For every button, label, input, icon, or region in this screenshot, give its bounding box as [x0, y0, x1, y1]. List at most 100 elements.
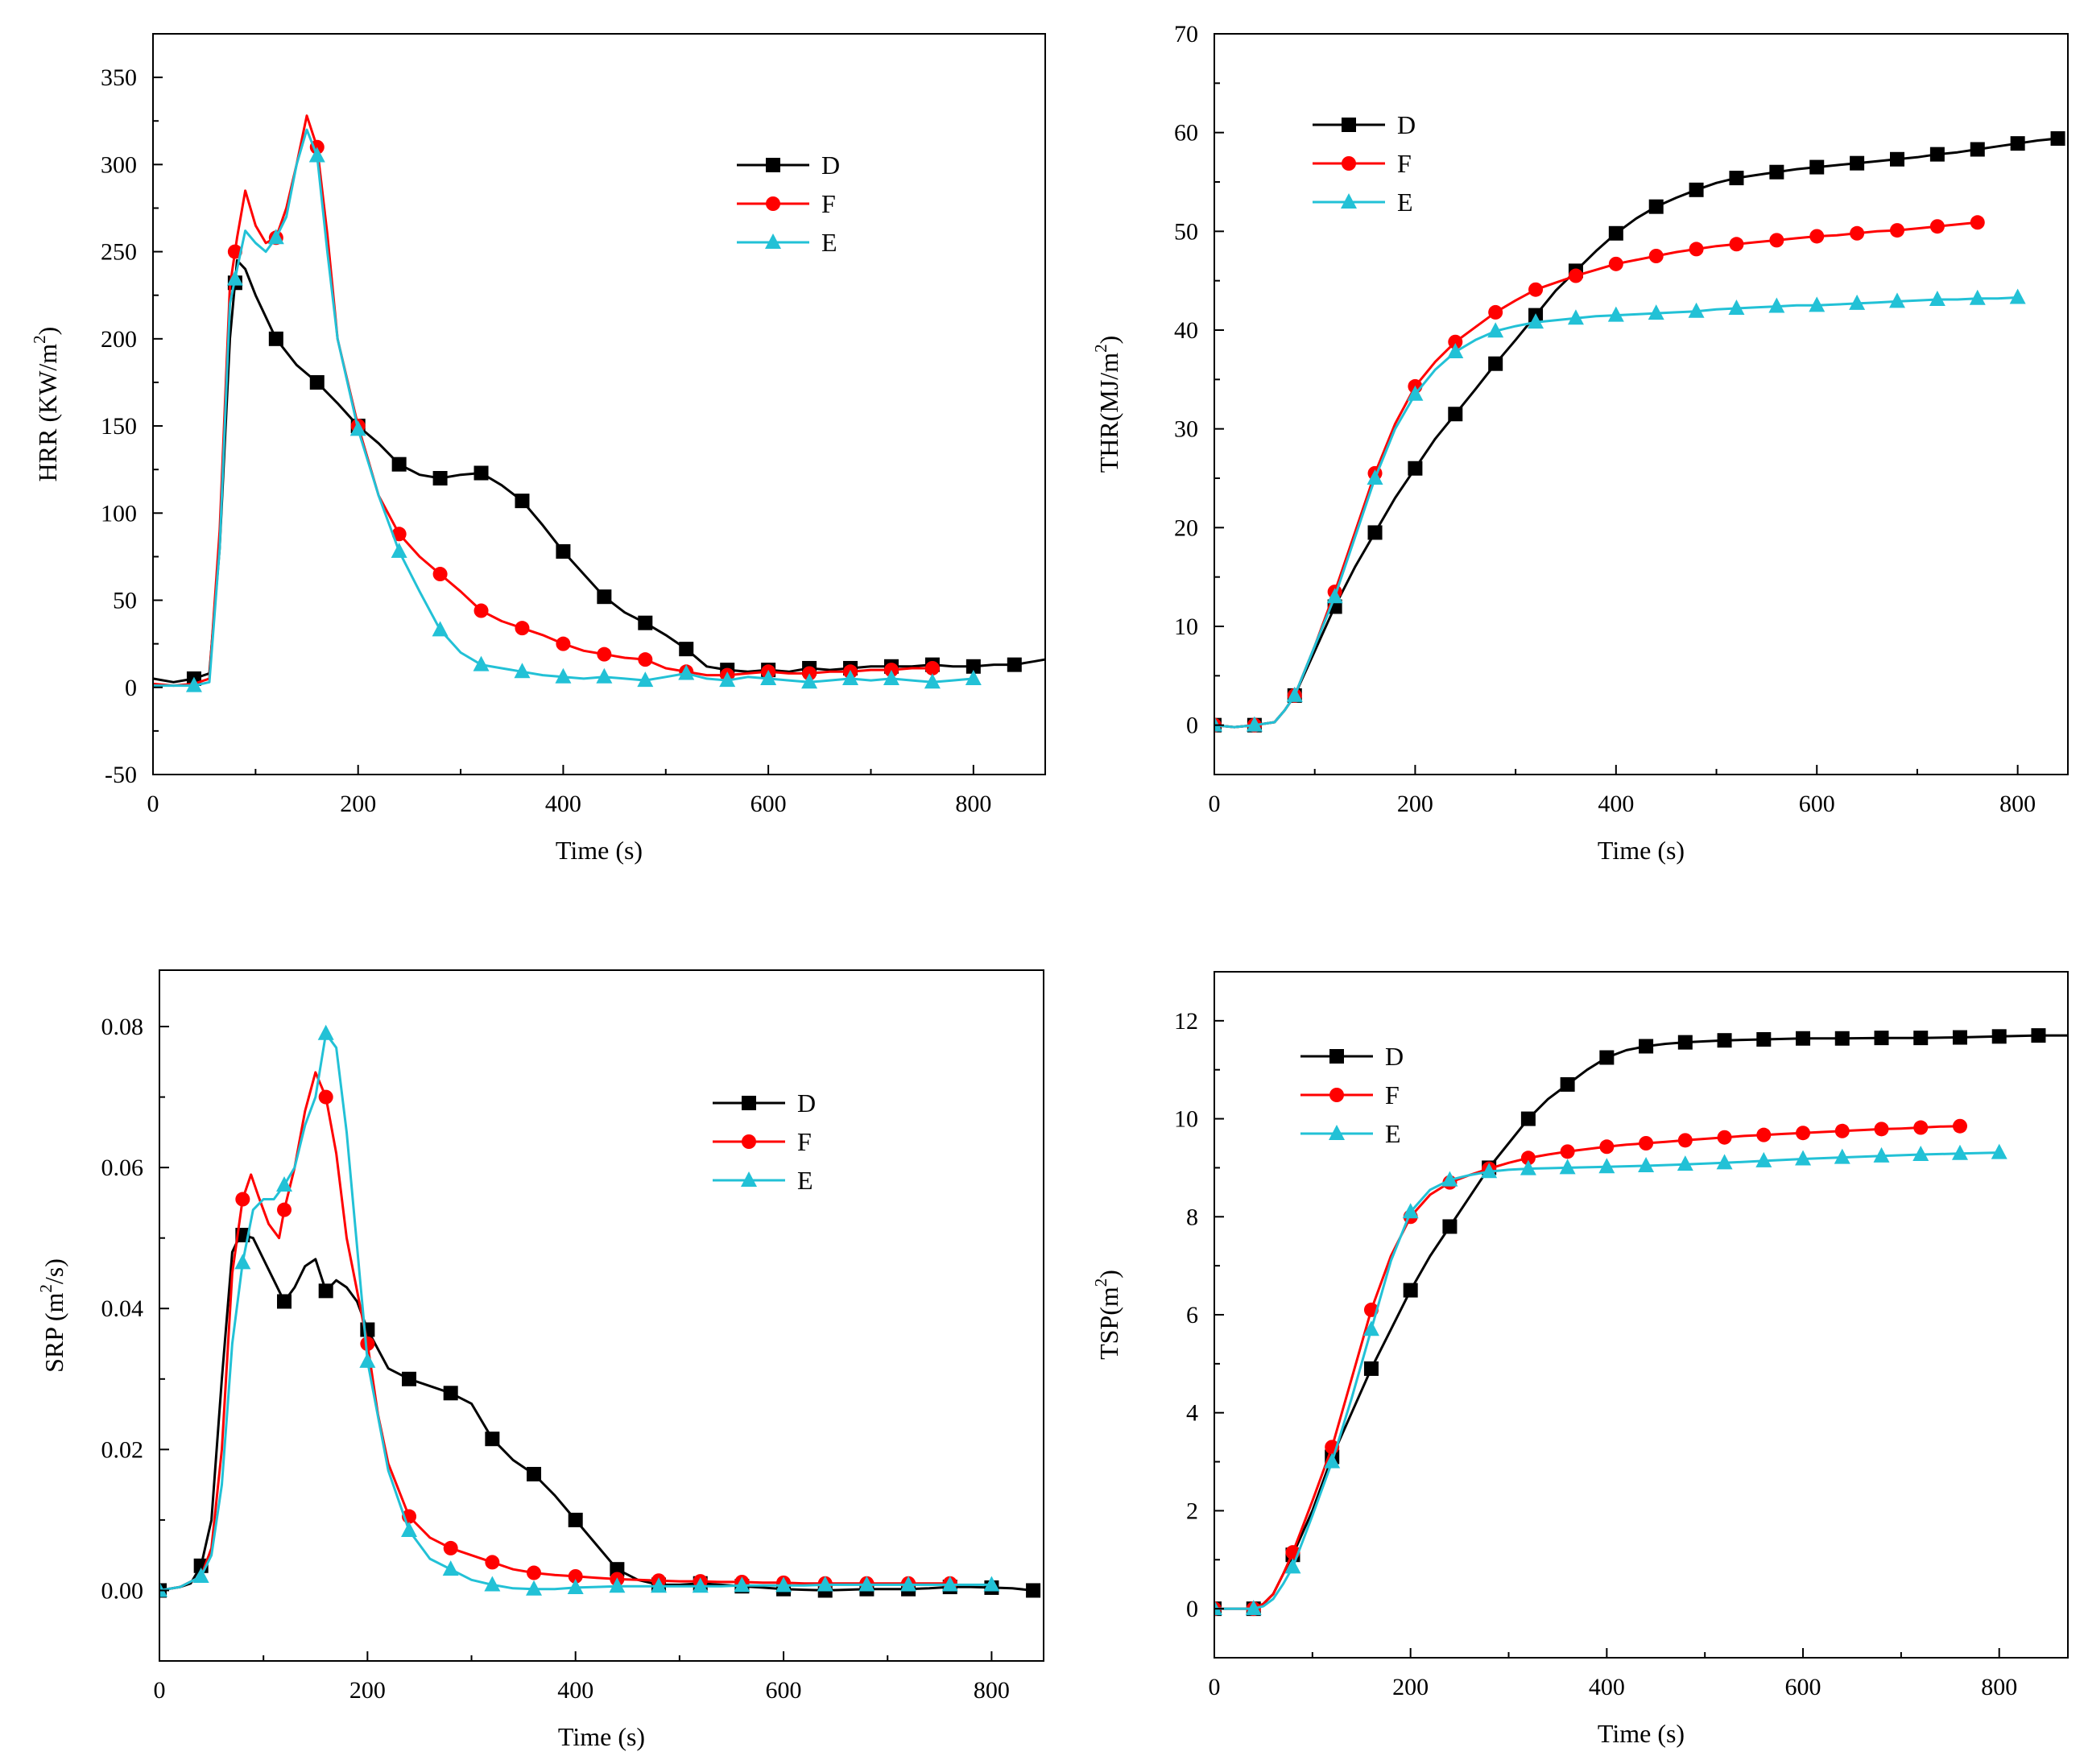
data-point-D [1890, 151, 1904, 167]
legend-marker-F [1329, 1088, 1344, 1102]
data-point-E [1367, 469, 1383, 485]
data-point-F [1952, 1118, 1967, 1134]
series-tsp-D [1214, 1028, 2068, 1617]
data-point-E [1598, 1158, 1615, 1174]
data-point-F [1677, 1133, 1693, 1148]
legend-tsp: DFE [1300, 1042, 1404, 1148]
data-point-E [1284, 1558, 1301, 1574]
data-point-E [185, 676, 202, 692]
data-point-E [317, 1024, 334, 1040]
x-tick-label: 600 [750, 791, 787, 817]
legend-label-E: E [821, 228, 837, 257]
y-axis-label-tail: ) [1094, 1270, 1123, 1279]
legend-marker-F [1342, 156, 1356, 171]
data-point-F [1568, 268, 1583, 283]
data-point-F [443, 1540, 458, 1555]
data-point-F [1913, 1120, 1929, 1135]
data-point-E [1849, 294, 1866, 310]
data-point-D [268, 331, 283, 346]
data-point-E [1873, 1146, 1890, 1163]
legend-marker-D [742, 1096, 756, 1110]
series-line-D [153, 258, 1045, 684]
data-point-F [227, 244, 242, 259]
data-point-E [609, 1577, 626, 1593]
y-tick-label: 0.04 [101, 1295, 144, 1322]
data-point-E [1214, 716, 1222, 732]
data-point-E [1559, 1159, 1576, 1175]
legend-marker-E [741, 1171, 757, 1187]
y-tick-label: 60 [1174, 120, 1198, 147]
y-tick-label: 40 [1174, 317, 1198, 344]
data-point-D [1007, 657, 1022, 672]
data-point-F [1639, 1136, 1654, 1151]
data-point-E [1969, 289, 1986, 305]
data-point-F [1890, 223, 1904, 238]
data-point-F [1769, 233, 1784, 248]
legend-label-F: F [1385, 1080, 1400, 1109]
y-tick-label: 200 [101, 326, 137, 353]
legend-marker-D [766, 158, 780, 172]
x-axis-label: Time (s) [556, 836, 643, 865]
data-point-E [359, 1352, 376, 1368]
data-point-E [1567, 309, 1584, 325]
data-point-E [1246, 716, 1263, 732]
data-point-F [318, 1089, 333, 1105]
data-point-E [1809, 296, 1826, 312]
data-point-E [1638, 1156, 1655, 1172]
data-point-E [567, 1578, 584, 1594]
y-axis-label-tail: ) [1094, 336, 1123, 345]
series-line-E [1214, 1151, 1999, 1610]
legend-marker-F [766, 196, 780, 211]
data-point-D [443, 1386, 458, 1401]
data-point-F [1528, 282, 1544, 297]
data-point-E [801, 673, 818, 689]
x-axis-label: Time (s) [558, 1722, 645, 1751]
legend-marker-D [1342, 118, 1356, 132]
data-point-E [1607, 306, 1624, 322]
data-point-F [235, 1192, 250, 1207]
data-point-D [1756, 1031, 1772, 1047]
data-point-D [1809, 159, 1825, 175]
legend-label-F: F [797, 1127, 812, 1156]
y-tick-label: 350 [101, 64, 137, 91]
y-tick-label: 8 [1186, 1204, 1198, 1230]
data-point-D [527, 1466, 542, 1481]
x-tick-label: 200 [1397, 791, 1433, 817]
y-tick-label: 0.00 [101, 1577, 144, 1604]
y-tick-label: 30 [1174, 416, 1198, 443]
data-point-D [1991, 1029, 2007, 1044]
legend-label-E: E [1397, 188, 1413, 217]
data-point-D [2050, 131, 2065, 147]
data-point-D [402, 1371, 417, 1386]
y-tick-label: 0 [1186, 1596, 1198, 1622]
data-point-F [924, 660, 940, 675]
data-point-E [651, 1577, 668, 1593]
y-axis-label: THR(MJ/m2) [1091, 336, 1123, 473]
data-point-D [1403, 1283, 1418, 1298]
legend-label-D: D [821, 151, 840, 180]
plot-frame [1214, 971, 2069, 1659]
data-point-D [1874, 1031, 1889, 1046]
data-point-E [1528, 313, 1544, 329]
y-axis-label-tail: /s) [39, 1258, 68, 1284]
data-point-D [2031, 1028, 2046, 1043]
legend-label-F: F [1397, 149, 1412, 178]
data-point-D [318, 1283, 333, 1299]
data-point-E [1487, 322, 1504, 338]
series-tsp-E [1214, 1143, 2008, 1616]
data-point-D [1834, 1031, 1850, 1046]
legend-marker-E [1341, 193, 1357, 209]
data-point-D [1850, 155, 1865, 171]
data-point-E [276, 1176, 293, 1192]
data-point-D [1363, 1361, 1379, 1376]
data-point-E [514, 663, 531, 679]
x-tick-label: 200 [349, 1677, 386, 1704]
y-tick-label: 4 [1186, 1400, 1198, 1427]
data-point-F [360, 1336, 375, 1352]
y-tick-label: 70 [1174, 21, 1198, 48]
data-point-E [1407, 385, 1424, 401]
y-axis-label-superscript: 2 [1091, 344, 1110, 353]
x-tick-label: 800 [1999, 791, 2036, 817]
legend-label-D: D [1385, 1042, 1404, 1071]
legend-marker-E [765, 233, 781, 249]
